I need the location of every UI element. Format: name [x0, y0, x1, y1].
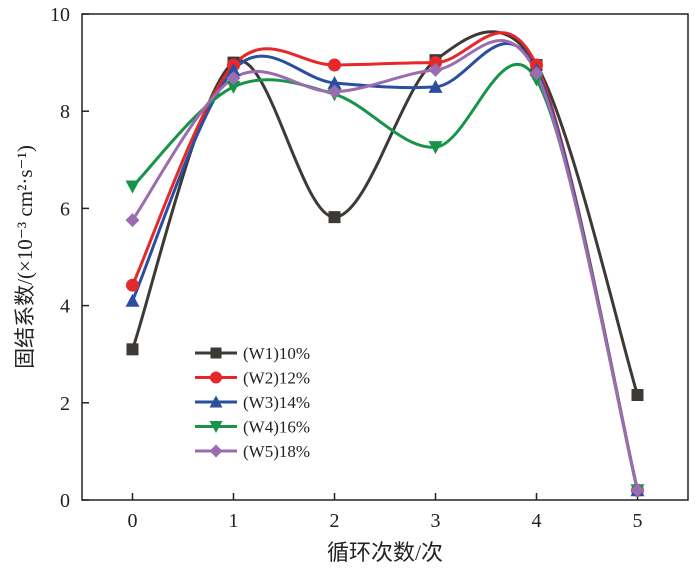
y-tick-label: 6	[60, 198, 70, 220]
y-tick-label: 10	[50, 4, 70, 26]
triangle-down-marker	[428, 141, 443, 155]
circle-marker	[126, 278, 139, 292]
x-axis-label: 循环次数/次	[327, 540, 443, 565]
legend-label: (W5)18%	[243, 442, 310, 461]
triangle-up-marker	[209, 395, 223, 408]
triangle-down-marker	[125, 180, 140, 194]
legend-label: (W4)16%	[243, 418, 310, 437]
x-tick-label: 0	[128, 510, 138, 532]
circle-marker	[429, 56, 442, 70]
x-tick-label: 5	[633, 510, 643, 532]
triangle-down-marker	[226, 80, 241, 94]
y-axis-label: 固结系数/(×10⁻³ cm²·s⁻¹)	[13, 145, 37, 369]
x-tick-label: 4	[532, 510, 542, 532]
triangle-down-marker	[209, 421, 223, 433]
y-tick-label: 0	[60, 490, 70, 512]
diamond-marker	[529, 66, 544, 81]
legend-label: (W3)14%	[243, 393, 310, 412]
circle-marker	[210, 371, 222, 384]
diamond-marker	[125, 213, 140, 228]
triangle-up-marker	[428, 79, 443, 93]
y-tick-label: 8	[60, 101, 70, 123]
series-line	[131, 42, 639, 491]
triangle-up-marker	[125, 293, 140, 307]
diamond-marker	[428, 62, 443, 77]
square-marker	[126, 343, 139, 356]
triangle-up-marker	[327, 76, 342, 90]
y-tick-label: 2	[60, 393, 70, 415]
triangle-up-marker	[226, 62, 241, 76]
diamond-marker	[630, 483, 645, 498]
x-tick-label: 3	[431, 510, 441, 532]
y-tick-label: 4	[60, 296, 70, 318]
series-line	[131, 39, 639, 491]
diamond-marker	[226, 71, 241, 86]
diamond-marker	[209, 444, 223, 458]
circle-marker	[328, 58, 341, 72]
legend-label: (W2)12%	[243, 369, 310, 388]
square-marker	[328, 211, 341, 224]
x-tick-label: 1	[229, 510, 239, 532]
plot-frame	[81, 13, 689, 501]
diamond-marker	[327, 84, 342, 99]
square-marker	[631, 389, 644, 402]
x-tick-label: 2	[330, 510, 340, 532]
square-marker	[210, 347, 222, 359]
legend-label: (W1)10%	[243, 344, 310, 363]
